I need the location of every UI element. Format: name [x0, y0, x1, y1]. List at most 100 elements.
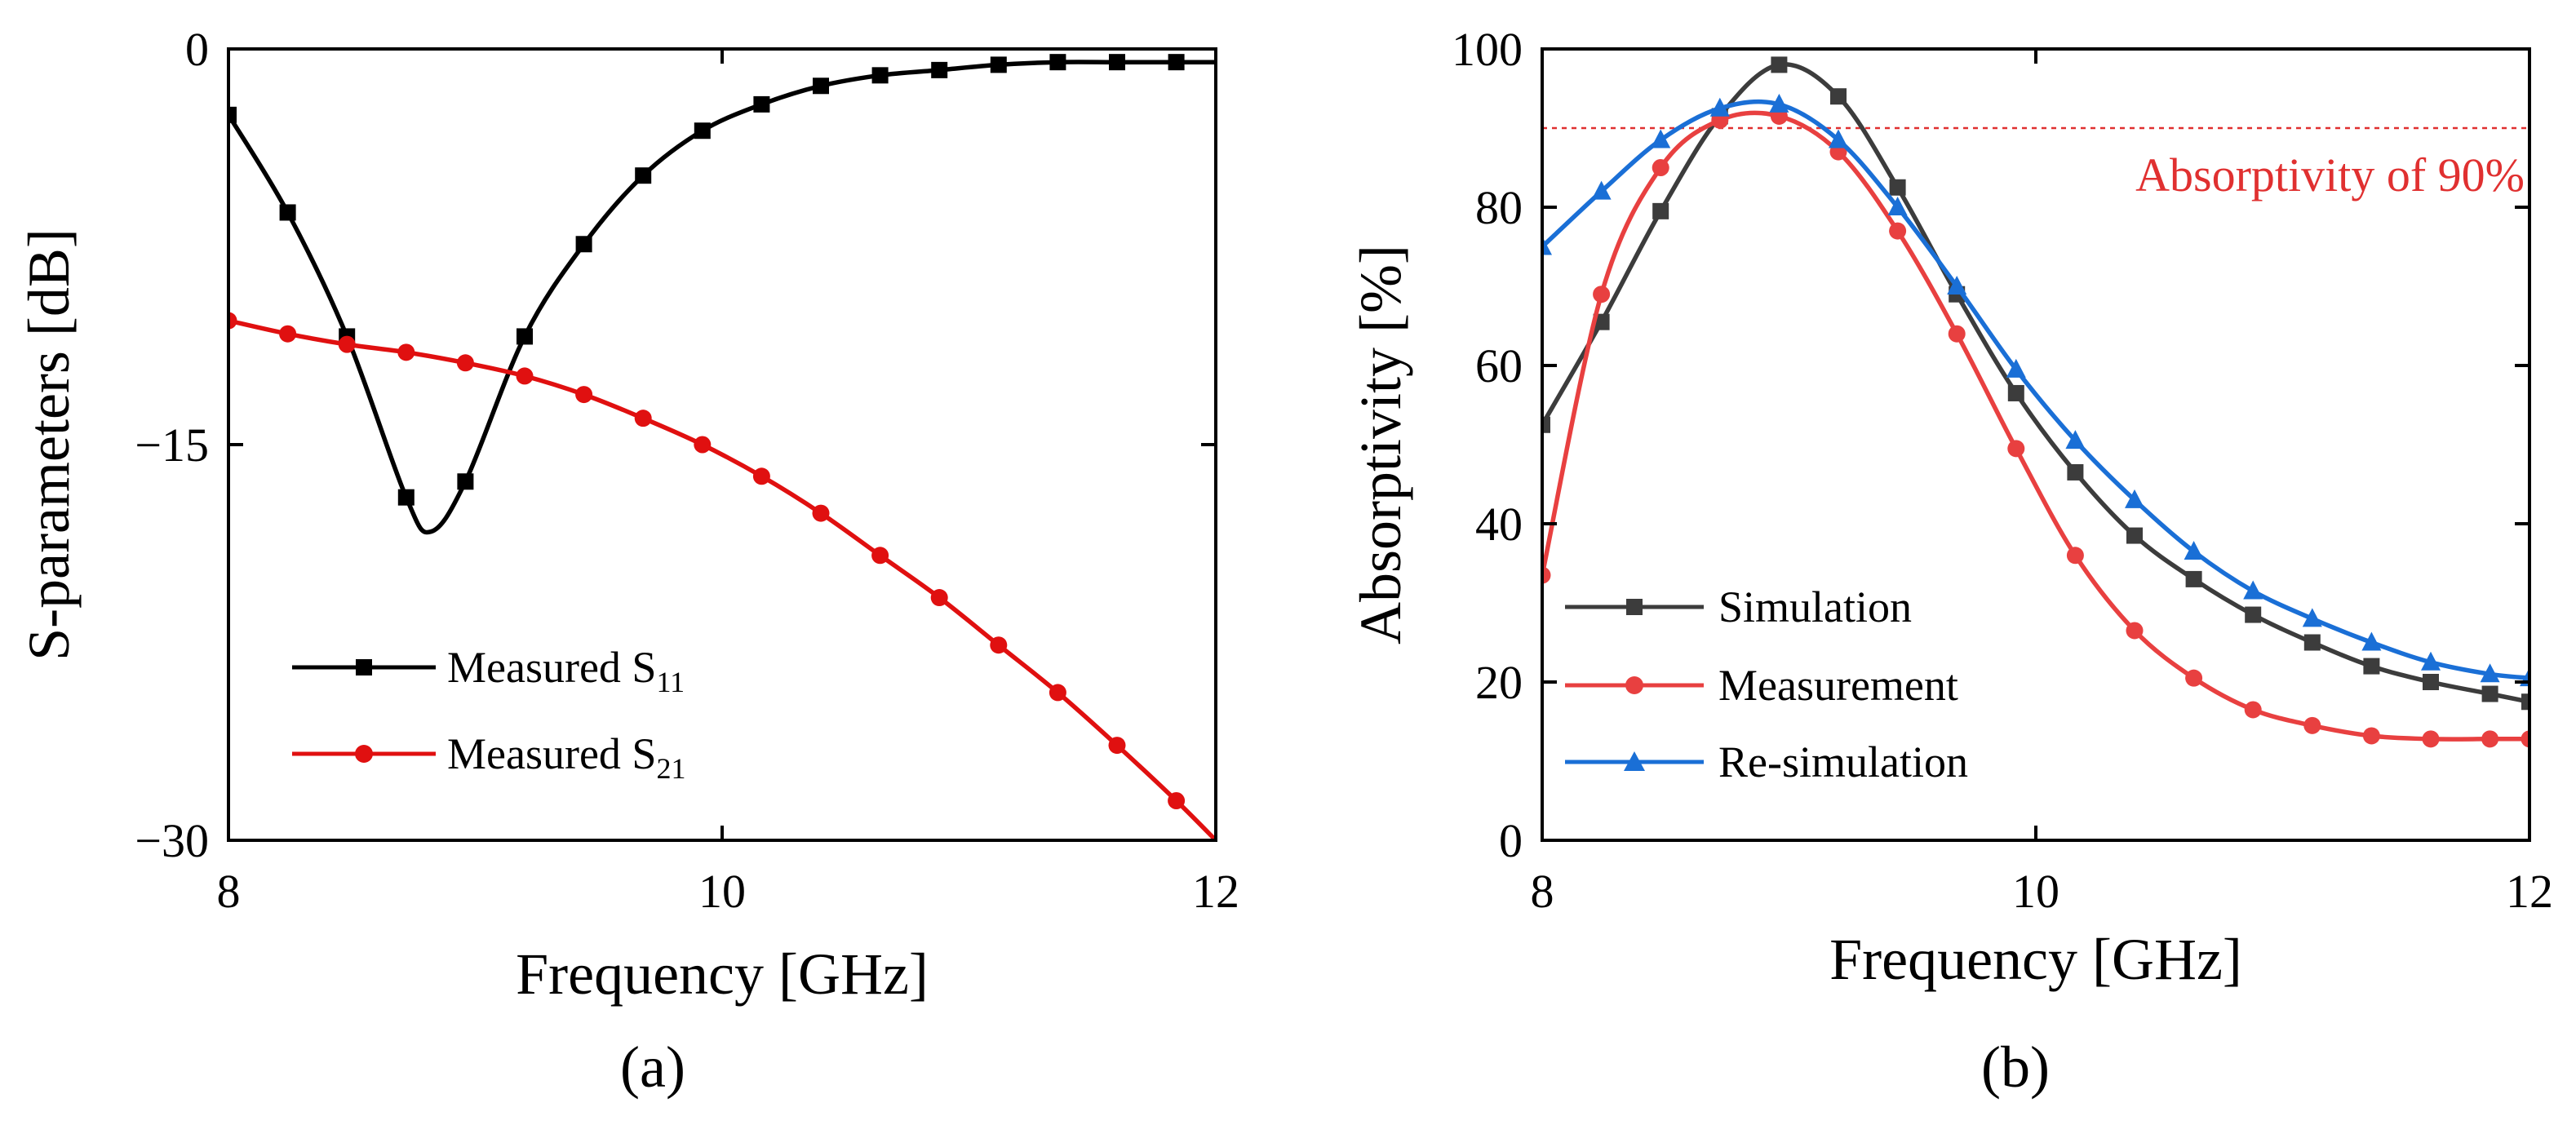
panel-a-legend-marker-s11: [356, 659, 372, 675]
panel-b-ytick-label: 60: [1475, 339, 1523, 392]
panel-b-series-measurement-point: [2303, 716, 2321, 734]
panel-b-series-simulation-point: [2185, 570, 2202, 587]
panel-a-legend: Measured S11 Measured S21: [292, 643, 685, 785]
panel-a-series-measured-s11-point: [1049, 54, 1066, 71]
panel-a-series-measured-s11-point: [635, 167, 652, 184]
panel-b-ytick-label: 20: [1475, 656, 1523, 709]
panel-a-plot-area: [228, 54, 1216, 840]
panel-a-xtick-label: 12: [1192, 865, 1239, 918]
panel-b-chart: 8 10 12 0 20 40 60 80 100 Frequency [GHz…: [1348, 23, 2553, 1100]
panel-a-series-measured-s21-point: [516, 367, 534, 385]
panel-b-legend-marker-measurement: [1625, 676, 1643, 694]
panel-a-series-measured-s21-point: [634, 410, 652, 427]
panel-b-legend-label-measurement: Measurement: [1718, 661, 1958, 710]
panel-b-series-simulation-point: [2067, 463, 2084, 481]
panel-b-xtick-label: 12: [2506, 865, 2553, 918]
panel-b-series-measurement-point: [1593, 286, 1611, 303]
panel-b-series-re-simulation-point: [2480, 663, 2500, 683]
panel-b-series-re-simulation-point: [1542, 236, 1552, 255]
panel-a-series-measured-s11-point: [694, 122, 711, 140]
panel-b-reference-label: Absorptivity of 90%: [2135, 148, 2525, 202]
panel-a-series-measured-s21-point: [930, 589, 948, 607]
panel-a-series-measured-s11-point: [871, 67, 889, 84]
panel-a-series-measured-s21-point: [575, 386, 593, 404]
panel-b-series-simulation-point: [1889, 179, 1906, 196]
panel-b-x-axis-title: Frequency [GHz]: [1829, 927, 2242, 992]
panel-b-series-re-simulation-point: [2184, 540, 2204, 560]
panel-b-series-simulation-point: [2423, 674, 2439, 690]
panel-a-series-measured-s11-point: [1168, 54, 1185, 71]
panel-a-series-measured-s11-point: [1109, 54, 1125, 71]
panel-a-legend-sub-s21: 21: [656, 752, 685, 785]
panel-b-series-re-simulation-point: [1829, 129, 1848, 148]
panel-a-series-measured-s21-point: [279, 325, 297, 343]
panel-a-ytick-label: 0: [185, 23, 209, 76]
panel-a-xtick-label: 8: [217, 865, 241, 918]
panel-b-series-simulation-line: [1542, 62, 2529, 704]
panel-a-series-measured-s21-point: [1049, 684, 1066, 702]
panel-b-ytick-label: 0: [1499, 814, 1523, 867]
panel-a-series-measured-s11-point: [397, 489, 415, 506]
panel-a-series-measured-s11-point: [457, 473, 474, 490]
panel-b-series-measurement-point: [2185, 669, 2203, 687]
panel-a-ytick-label: −30: [135, 814, 209, 867]
panel-a-legend-marker-s21: [355, 745, 373, 763]
panel-b-series-measurement-point: [1889, 222, 1907, 240]
panel-b-series-simulation-point: [2007, 384, 2024, 401]
panel-b-label: (b): [1981, 1034, 2050, 1100]
panel-b-series-re-simulation-point: [2065, 430, 2086, 450]
panel-b-series-measurement-point: [2362, 727, 2380, 745]
panel-a-series-measured-s11-point: [990, 56, 1007, 73]
panel-a-series-measured-s21-point: [871, 547, 889, 565]
panel-a-chart: 8 10 12 0 −15 −30 Frequency [GHz] S-para…: [16, 23, 1239, 1100]
panel-b-series-measurement-point: [2126, 622, 2144, 640]
panel-b-series-simulation-point: [2245, 606, 2262, 623]
panel-a-legend-label-s21: Measured S21: [447, 729, 685, 785]
panel-a-series-measured-s11-point: [517, 328, 533, 345]
panel-b-series-measurement-point: [2481, 730, 2499, 748]
panel-a-series-measured-s11-point: [813, 78, 829, 95]
panel-b-series-simulation-point: [1771, 56, 1788, 73]
panel-a-series-measured-s21-point: [1168, 792, 1186, 809]
panel-b-series-re-simulation-point: [2361, 631, 2382, 651]
panel-b-y-axis-title: Absorptivity [%]: [1348, 245, 1413, 644]
panel-b-series-simulation-point: [1830, 88, 1847, 105]
panel-a-tick-marks: [227, 47, 1217, 842]
panel-b-series-re-simulation-point: [1591, 180, 1612, 200]
panel-a-legend-base-s21: Measured S: [447, 729, 656, 778]
panel-b-ytick-label: 100: [1452, 23, 1523, 76]
panel-b-series-re-simulation-point: [1709, 97, 1730, 117]
panel-a-series-measured-s21-point: [812, 504, 830, 522]
panel-b-legend-marker-simulation: [1626, 599, 1643, 615]
panel-a-axes-frame: [227, 47, 1217, 842]
panel-b-ytick-label: 80: [1475, 181, 1523, 234]
panel-a-series-measured-s11-point: [575, 236, 592, 253]
panel-a-label: (a): [620, 1034, 685, 1100]
panel-a-series-measured-s21-point: [990, 636, 1008, 654]
panel-a-series-measured-s21-point: [752, 467, 770, 485]
panel-b-legend-label-resimulation: Re-simulation: [1718, 737, 1968, 786]
panel-b-series-re-simulation-point: [2125, 489, 2144, 508]
panel-a-series-measured-s21-line: [228, 318, 1216, 840]
panel-a-series-measured-s11-point: [279, 204, 296, 221]
panel-a-series-measured-s21-point: [456, 354, 474, 372]
panel-a-series-measured-s11-point: [228, 106, 237, 123]
panel-b-series-re-simulation-point: [1769, 93, 1789, 113]
panel-b-series-re-simulation-point: [1887, 197, 1908, 215]
panel-b-series-simulation-point: [2481, 685, 2498, 702]
panel-b-xtick-label: 8: [1531, 865, 1554, 918]
panel-b-series-measurement-point: [1948, 325, 1966, 343]
panel-b-series-measurement-point: [2422, 730, 2440, 748]
panel-b-series-simulation-point: [2521, 693, 2529, 711]
panel-a-series-measured-s11-point: [931, 61, 948, 78]
panel-b-series-re-simulation-point: [2006, 358, 2026, 378]
panel-a-legend-base-s11: Measured S: [447, 643, 656, 692]
panel-b-legend: Simulation Measurement Re-simulation: [1565, 582, 1968, 786]
panel-b-series-re-simulation-point: [2302, 608, 2322, 627]
panel-a-series-measured-s21-point: [338, 335, 356, 353]
panel-b-series-re-simulation-point: [2421, 651, 2441, 671]
panel-b-series-simulation-point: [1542, 416, 1550, 433]
panel-b-series-simulation-point: [1652, 202, 1669, 219]
panel-b-xtick-label: 10: [2012, 865, 2059, 918]
panel-b-legend-label-simulation: Simulation: [1718, 582, 1912, 631]
